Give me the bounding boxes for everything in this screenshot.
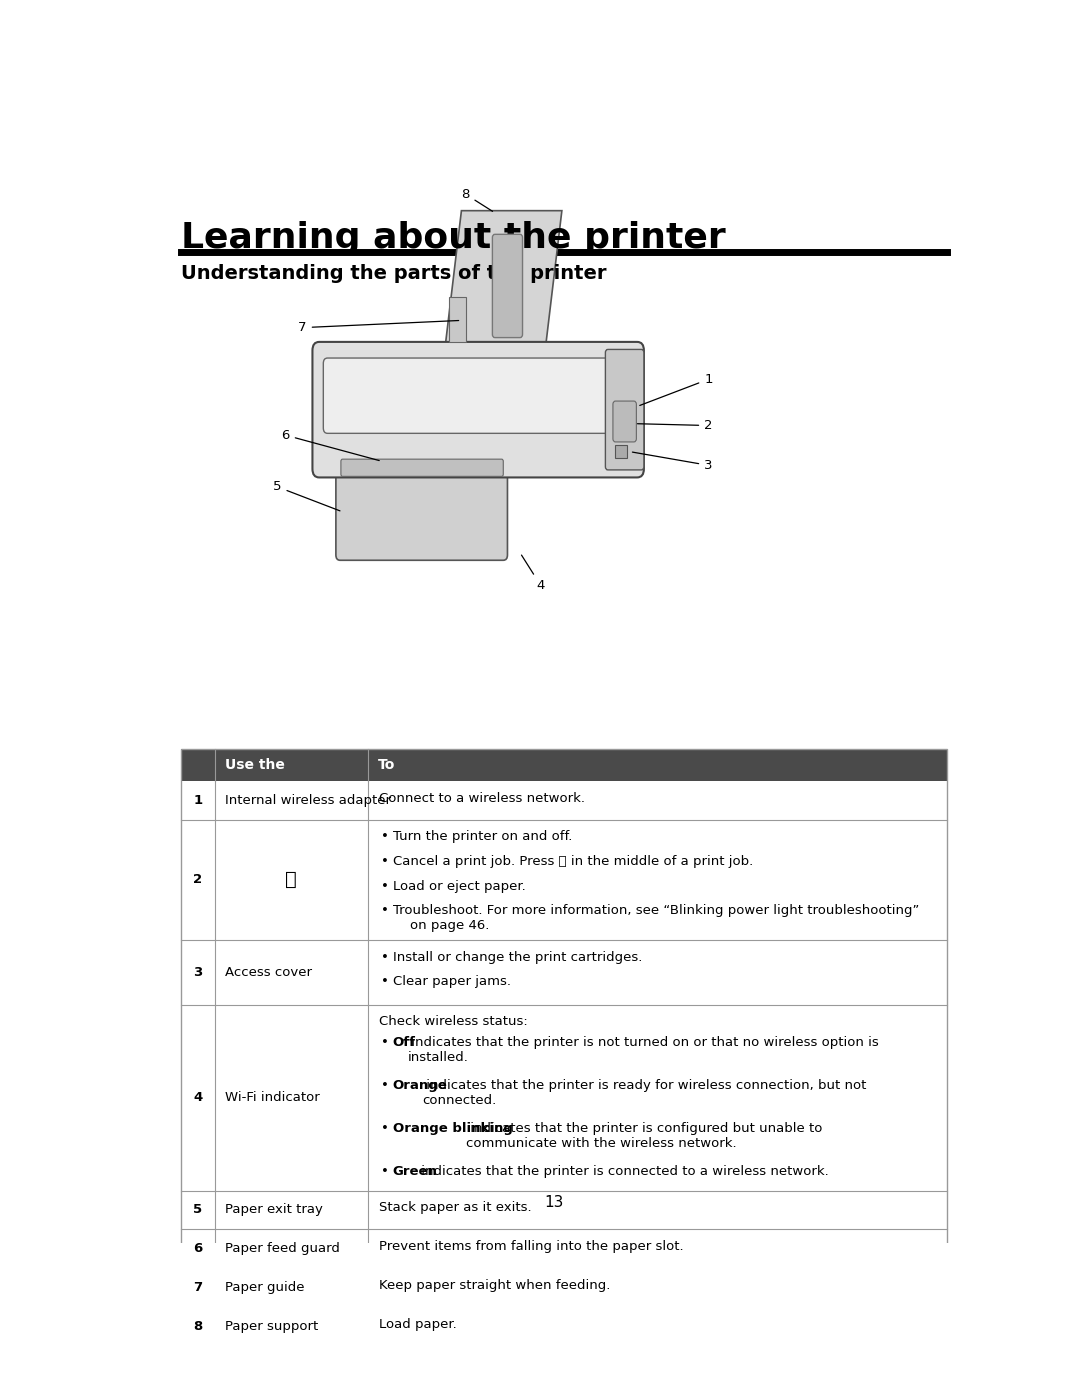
Text: Off: Off <box>393 1035 416 1049</box>
Bar <box>181 1190 947 1229</box>
Text: indicates that the printer is configured but unable to
communicate with the wire: indicates that the printer is configured… <box>465 1122 822 1150</box>
Text: Stack paper as it exits.: Stack paper as it exits. <box>379 1201 532 1214</box>
Text: •: • <box>381 880 389 893</box>
Text: 2: 2 <box>637 419 713 432</box>
Text: 4: 4 <box>522 555 545 592</box>
Text: 2: 2 <box>193 873 202 886</box>
Bar <box>181 940 947 1004</box>
Bar <box>181 749 947 781</box>
Text: •: • <box>381 904 389 918</box>
Text: •: • <box>381 1165 389 1178</box>
Text: 3: 3 <box>633 453 713 472</box>
FancyBboxPatch shape <box>336 461 508 560</box>
Text: 7: 7 <box>298 320 459 334</box>
Text: 7: 7 <box>193 1281 202 1294</box>
FancyBboxPatch shape <box>323 358 633 433</box>
Text: •: • <box>381 1035 389 1049</box>
Bar <box>181 749 947 1345</box>
Text: Wi-Fi indicator: Wi-Fi indicator <box>225 1091 320 1104</box>
Text: 5: 5 <box>193 1203 202 1217</box>
Text: 6: 6 <box>282 429 379 461</box>
Text: 3: 3 <box>193 965 202 979</box>
Text: 4: 4 <box>193 1091 202 1104</box>
Text: Learning about the printer: Learning about the printer <box>181 222 726 256</box>
Text: Load paper.: Load paper. <box>379 1317 457 1330</box>
Text: 6: 6 <box>193 1242 202 1256</box>
FancyBboxPatch shape <box>312 342 644 478</box>
Text: •: • <box>381 1122 389 1134</box>
Text: Cancel a print job. Press ⏻ in the middle of a print job.: Cancel a print job. Press ⏻ in the middl… <box>393 855 753 868</box>
Text: Paper feed guard: Paper feed guard <box>225 1242 339 1256</box>
Text: indicates that the printer is connected to a wireless network.: indicates that the printer is connected … <box>417 1165 828 1178</box>
Text: Load or eject paper.: Load or eject paper. <box>393 880 526 893</box>
Text: indicates that the printer is not turned on or that no wireless option is
instal: indicates that the printer is not turned… <box>407 1035 879 1063</box>
Bar <box>181 1004 947 1190</box>
Text: Keep paper straight when feeding.: Keep paper straight when feeding. <box>379 1278 611 1292</box>
Text: Orange: Orange <box>393 1078 447 1091</box>
Text: •: • <box>381 855 389 868</box>
Text: 8: 8 <box>193 1320 202 1333</box>
Text: Turn the printer on and off.: Turn the printer on and off. <box>393 830 572 844</box>
Text: Install or change the print cartridges.: Install or change the print cartridges. <box>393 951 643 964</box>
Text: 1: 1 <box>639 373 713 405</box>
Bar <box>181 1268 947 1306</box>
Bar <box>181 1306 947 1345</box>
Text: 8: 8 <box>461 187 492 211</box>
Text: ⏻: ⏻ <box>285 870 297 890</box>
Text: Troubleshoot. For more information, see “Blinking power light troubleshooting”
 : Troubleshoot. For more information, see … <box>393 904 919 932</box>
Text: Paper support: Paper support <box>225 1320 318 1333</box>
FancyBboxPatch shape <box>613 401 636 441</box>
Text: indicates that the printer is ready for wireless connection, but not
connected.: indicates that the printer is ready for … <box>422 1078 866 1106</box>
Text: Clear paper jams.: Clear paper jams. <box>393 975 511 989</box>
Bar <box>181 781 947 820</box>
Text: Prevent items from falling into the paper slot.: Prevent items from falling into the pape… <box>379 1241 684 1253</box>
Text: Green: Green <box>393 1165 437 1178</box>
Text: •: • <box>381 951 389 964</box>
Bar <box>181 820 947 940</box>
Text: Paper exit tray: Paper exit tray <box>225 1203 323 1217</box>
Text: 13: 13 <box>544 1194 563 1210</box>
Text: Orange blinking: Orange blinking <box>393 1122 513 1134</box>
Text: To: To <box>378 757 395 771</box>
Bar <box>616 446 627 458</box>
Text: 5: 5 <box>273 481 340 511</box>
Polygon shape <box>445 211 562 351</box>
Text: Access cover: Access cover <box>225 965 311 979</box>
Text: Use the: Use the <box>225 757 284 771</box>
FancyBboxPatch shape <box>341 460 503 476</box>
Text: Internal wireless adapter: Internal wireless adapter <box>225 793 391 806</box>
Bar <box>181 1229 947 1268</box>
Text: Connect to a wireless network.: Connect to a wireless network. <box>379 792 585 805</box>
Text: Understanding the parts of the printer: Understanding the parts of the printer <box>181 264 607 284</box>
Text: •: • <box>381 830 389 844</box>
Polygon shape <box>449 296 465 342</box>
Text: •: • <box>381 1078 389 1091</box>
Text: 1: 1 <box>193 793 202 806</box>
FancyBboxPatch shape <box>492 235 523 338</box>
FancyBboxPatch shape <box>606 349 644 469</box>
Text: Paper guide: Paper guide <box>225 1281 305 1294</box>
Text: •: • <box>381 975 389 989</box>
Text: Check wireless status:: Check wireless status: <box>379 1016 528 1028</box>
